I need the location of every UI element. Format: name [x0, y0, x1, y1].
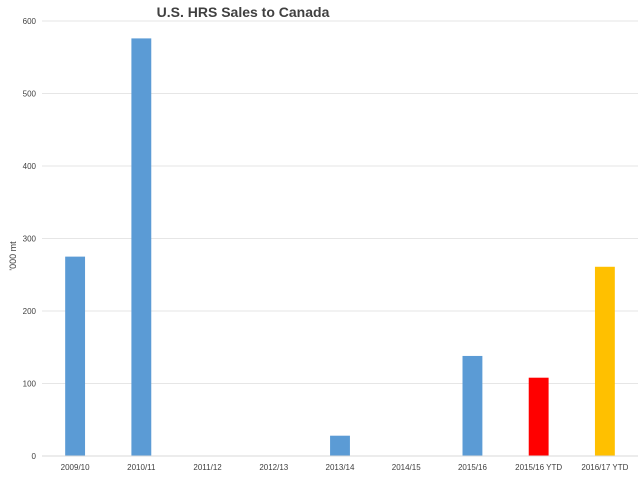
chart-title: U.S. HRS Sales to Canada [157, 4, 330, 20]
bar [330, 435, 350, 456]
y-tick-label: 100 [23, 380, 37, 389]
x-tick-label: 2015/16 YTD [515, 463, 562, 472]
bar [65, 256, 86, 456]
x-tick-label: 2010/11 [127, 463, 156, 472]
bar [462, 355, 483, 456]
x-tick-label: 2014/15 [392, 463, 421, 472]
y-tick-label: 300 [23, 235, 37, 244]
bar [131, 38, 152, 457]
bar [528, 377, 549, 456]
x-tick-label: 2016/17 YTD [581, 463, 628, 472]
x-tick-label: 2011/12 [193, 463, 222, 472]
x-tick-label: 2015/16 [458, 463, 487, 472]
y-axis-ticks: 0 100 200 300 400 500 600 [23, 17, 37, 461]
x-tick-label: 2013/14 [326, 463, 355, 472]
x-tick-label: 2009/10 [61, 463, 90, 472]
y-tick-label: 0 [32, 452, 37, 461]
bars [65, 38, 615, 457]
y-tick-label: 500 [23, 90, 37, 99]
x-tick-label: 2012/13 [259, 463, 288, 472]
x-axis-ticks: 2009/10 2010/11 2011/12 2012/13 2013/14 2014/… [61, 463, 629, 472]
y-tick-label: 600 [23, 17, 37, 26]
bar [594, 266, 615, 456]
y-tick-label: 400 [23, 162, 37, 171]
y-tick-label: 200 [23, 307, 37, 316]
y-axis-label: '000 mt [8, 241, 18, 271]
